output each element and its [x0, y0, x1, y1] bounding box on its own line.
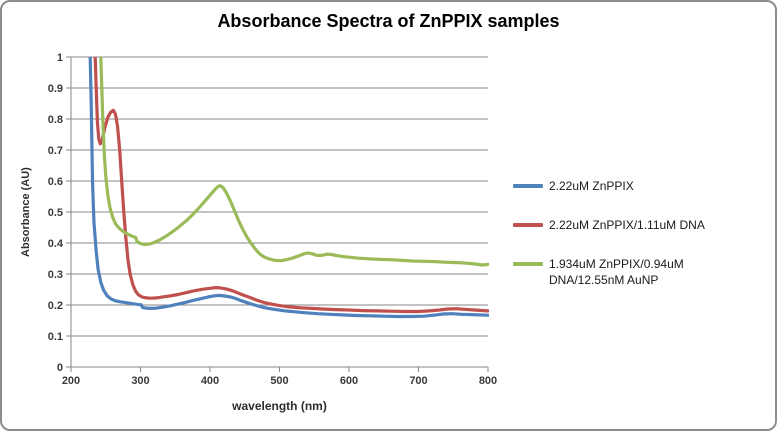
legend-color-sample-blue [513, 184, 543, 188]
series-line-red [93, 57, 489, 314]
y-tick-label: 0.6 [48, 176, 63, 188]
series-line-blue [88, 57, 489, 319]
y-tick-label: 0.1 [48, 331, 63, 343]
x-tick-label: 300 [131, 375, 149, 387]
y-tick-label: 1 [57, 52, 63, 64]
y-tick-label: 0.8 [48, 114, 63, 126]
legend: 2.22uM ZnPPIX 2.22uM ZnPPIX/1.11uM DNA 1… [513, 178, 763, 288]
y-axis-title: Absorbance (AU) [20, 167, 32, 257]
legend-item: 2.22uM ZnPPIX [513, 178, 763, 194]
x-tick-label: 200 [62, 375, 80, 387]
y-tick-label: 0.4 [48, 238, 64, 250]
y-tick-label: 0.9 [48, 83, 63, 95]
legend-color-sample-red [513, 223, 543, 227]
legend-item: 1.934uM ZnPPIX/0.94uM DNA/12.55nM AuNP [513, 256, 763, 288]
x-axis-title: wavelength (nm) [232, 399, 327, 413]
legend-label: 2.22uM ZnPPIX/1.11uM DNA [549, 218, 705, 232]
x-tick-label: 700 [409, 375, 427, 387]
x-tick-label: 800 [479, 375, 497, 387]
chart-title: Absorbance Spectra of ZnPPIX samples [217, 11, 560, 31]
y-tick-label: 0.7 [48, 145, 63, 157]
legend-label: 2.22uM ZnPPIX [549, 179, 634, 193]
x-tick-label: 500 [270, 375, 288, 387]
y-tick-label: 0.3 [48, 269, 63, 281]
series-line-green [99, 57, 489, 267]
y-tick-label: 0.5 [48, 207, 63, 219]
y-tick-label: 0.2 [48, 300, 63, 312]
x-tick-label: 600 [340, 375, 358, 387]
legend-label: 1.934uM ZnPPIX/0.94uM DNA/12.55nM AuNP [549, 257, 684, 287]
legend-color-sample-green [513, 262, 543, 266]
legend-item: 2.22uM ZnPPIX/1.11uM DNA [513, 217, 763, 233]
x-tick-label: 400 [201, 375, 219, 387]
y-tick-label: 0 [57, 362, 63, 374]
